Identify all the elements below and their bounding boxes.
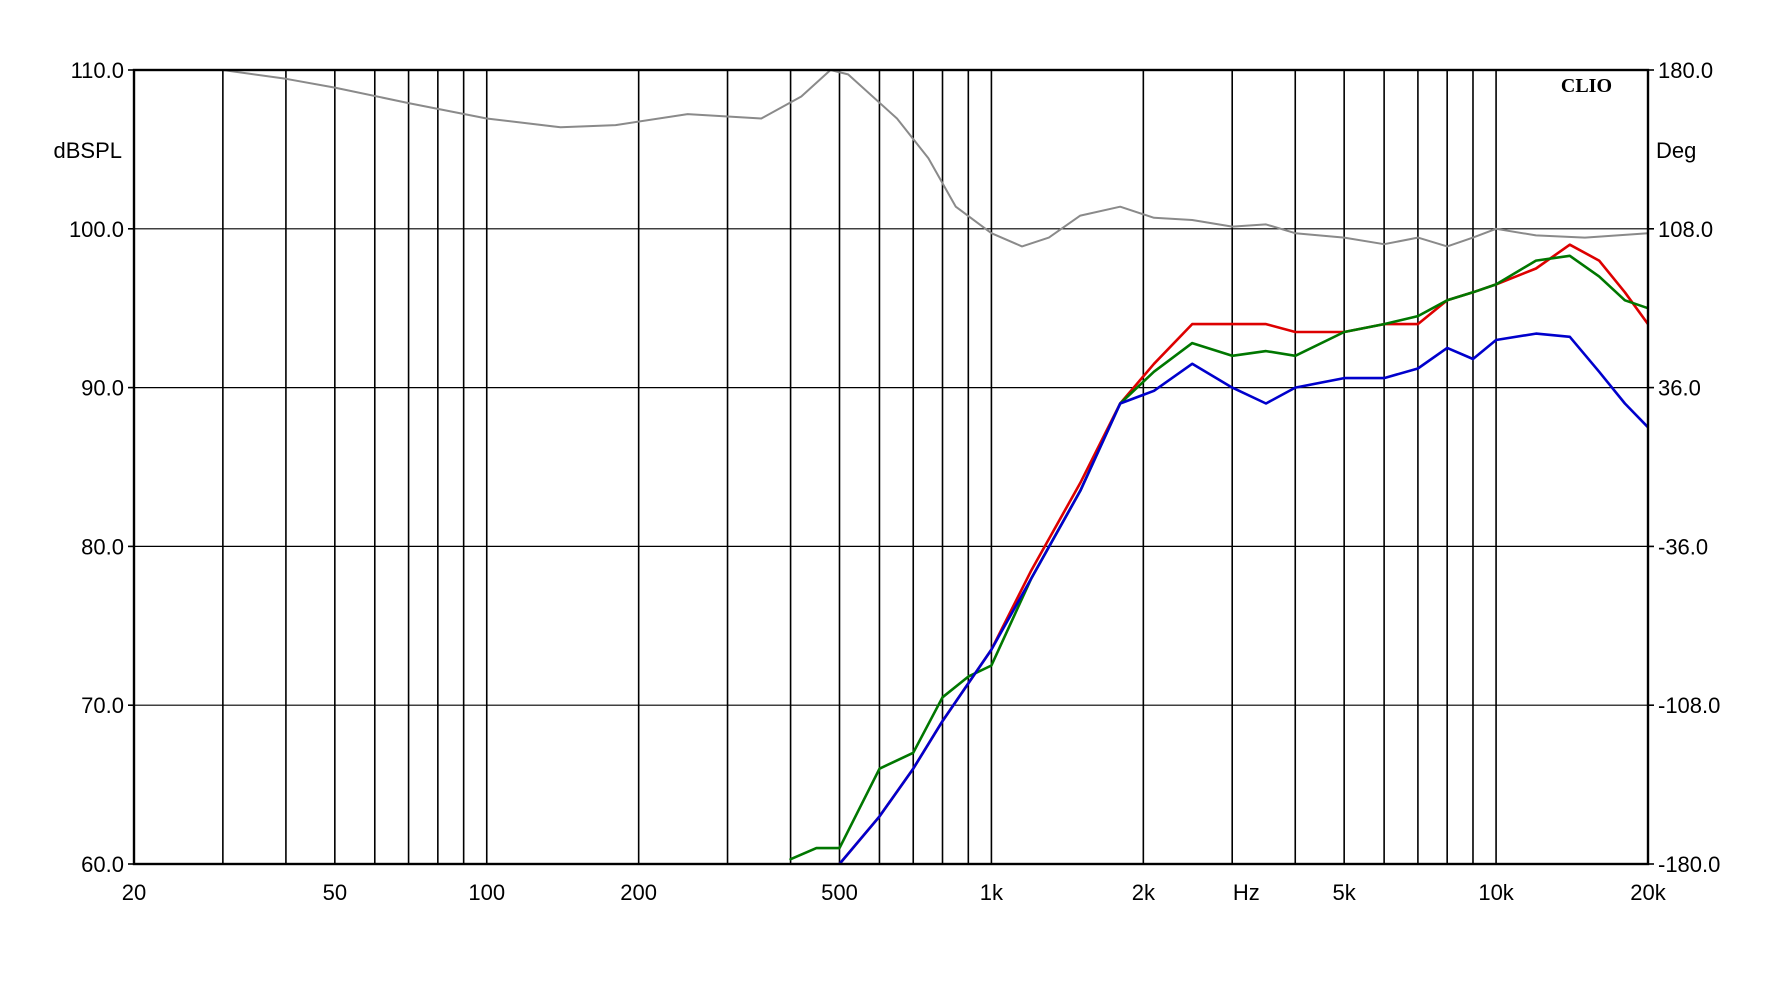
- series-line: [838, 332, 1648, 864]
- x-tick-label: 5k: [1333, 880, 1357, 905]
- x-tick-label: 20: [122, 880, 146, 905]
- y2-tick-label: 180.0: [1658, 58, 1713, 83]
- x-tick-label: 50: [323, 880, 347, 905]
- series-line: [789, 254, 1648, 861]
- y-tick-label: 60.0: [81, 852, 124, 877]
- y-axis-label: dBSPL: [54, 138, 123, 163]
- y-tick-label: 90.0: [81, 376, 124, 401]
- response-curves: [221, 70, 1648, 864]
- x-tick-label: 200: [620, 880, 657, 905]
- plot-frame: [132, 68, 1650, 866]
- x-tick-label: 20k: [1630, 880, 1666, 905]
- y2-tick-label: -108.0: [1658, 693, 1720, 718]
- axes: 60.0 70.0 80.0 90.0 100.0 110.0 180.0 108.0 36.0…: [69, 58, 1720, 905]
- y-tick-label: 70.0: [81, 693, 124, 718]
- y2-tick-label: 36.0: [1658, 376, 1701, 401]
- x-tick-label: 10k: [1478, 880, 1514, 905]
- y-tick-label: 100.0: [69, 217, 124, 242]
- grid-lines: [134, 70, 1648, 864]
- y2-tick-label: -36.0: [1658, 534, 1708, 559]
- x-tick-label: 1k: [980, 880, 1004, 905]
- y2-tick-label: -180.0: [1658, 852, 1720, 877]
- x-tick-label: 500: [821, 880, 858, 905]
- y-tick-label: 110.0: [71, 58, 124, 83]
- y2-tick-label: 108.0: [1658, 217, 1713, 242]
- x-axis-unit-label: Hz: [1233, 880, 1260, 905]
- y2-axis-label: Deg: [1656, 138, 1696, 163]
- x-tick-label: 2k: [1132, 880, 1156, 905]
- series-line: [221, 70, 1648, 248]
- y-tick-label: 80.0: [81, 534, 124, 559]
- x-tick-label: 100: [468, 880, 505, 905]
- brand-label: CLIO: [1561, 75, 1612, 97]
